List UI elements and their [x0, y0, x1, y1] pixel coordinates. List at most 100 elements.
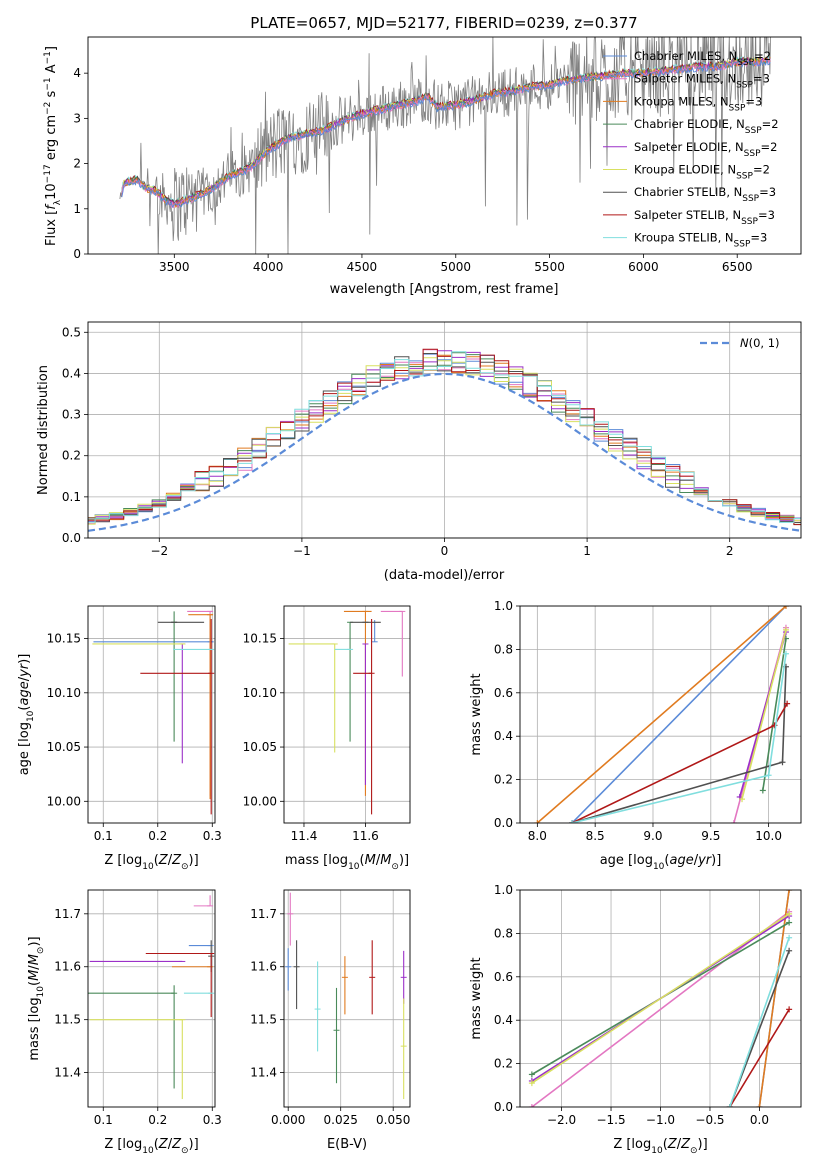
y-tick-label: 0.3: [62, 408, 81, 422]
x-tick-label: 0.000: [271, 1113, 305, 1127]
legend-entry: N(0, 1): [740, 336, 780, 350]
plot-area-spectrum: [119, 37, 771, 254]
y-tick-label: 1.0: [494, 883, 513, 897]
y-tick-label: 4: [73, 66, 81, 80]
plot-area-residuals: [88, 322, 801, 538]
x-tick-label: 5000: [440, 260, 471, 274]
normal-reference-curve: [88, 372, 801, 532]
errorbar-point: [285, 948, 292, 991]
residual-histogram-step: [88, 351, 801, 523]
errorbar-point: [362, 643, 369, 786]
x-tick-label: 6000: [628, 260, 659, 274]
y-tick-label: 10.15: [47, 632, 81, 646]
mass-weight-line: [571, 606, 787, 823]
spectrum-legend: Chabrier MILES, NSSP=2 Salpeter MILES, NS…: [603, 49, 779, 250]
axes-frame: [87, 889, 216, 1108]
errorbar-point: [369, 940, 376, 1015]
x-tick-label: −1: [293, 544, 311, 558]
mass-weight-line: [571, 653, 787, 823]
legend-entry: Salpeter MILES, NSSP=3: [634, 72, 770, 91]
figure-title: PLATE=0657, MJD=52177, FIBERID=0239, z=0…: [250, 14, 637, 32]
y-tick-label: 0.4: [494, 729, 513, 743]
observed-spectrum-line: [119, 37, 771, 254]
legend-entry: Salpeter STELIB, NSSP=3: [634, 208, 775, 227]
legend-entry: Kroupa STELIB, NSSP=3: [634, 231, 767, 250]
errorbar-point: [353, 619, 375, 815]
y-tick-label: 1.0: [494, 599, 513, 613]
x-tick-label: −1.5: [596, 1113, 625, 1127]
errorbar-point: [314, 961, 321, 1052]
axes-frame: [87, 321, 802, 539]
x-tick-label: 0.3: [203, 829, 222, 843]
y-axis-label: mass [log10(M/M⊙)]: [27, 936, 46, 1060]
x-tick-label: 4000: [253, 260, 284, 274]
y-tick-label: 10.00: [243, 794, 277, 808]
y-tick-label: 11.4: [54, 1066, 81, 1080]
x-tick-label: 0.1: [94, 829, 113, 843]
x-tick-label: 0.2: [148, 1113, 167, 1127]
mass-weight-line: [571, 703, 788, 823]
residual-histogram-step: [88, 357, 801, 525]
x-tick-label: −1.0: [646, 1113, 675, 1127]
axes-mass_vs_Z: 0.1 0.2 0.3 11.4 11.5 11.6 11.7 Z [log10(Z/Z⊙)]…: [27, 889, 222, 1156]
x-tick-label: 4500: [347, 260, 378, 274]
y-tick-label: 10.10: [47, 686, 81, 700]
x-tick-label: −0.5: [695, 1113, 724, 1127]
errorbar-point: [347, 621, 354, 742]
x-tick-label: 2: [726, 544, 734, 558]
errorbar-point: [188, 614, 214, 800]
plot-area-mass_vs_ebv: [284, 890, 410, 1107]
y-tick-label: 0.4: [494, 1013, 513, 1027]
x-tick-label: 0.1: [94, 1113, 113, 1127]
plot-area-massweight_vs_age: [520, 606, 801, 823]
mass-weight-line: [741, 629, 787, 800]
y-tick-label: 0.8: [494, 642, 513, 656]
x-tick-label: 0.0: [750, 1113, 769, 1127]
y-tick-label: 0.5: [62, 325, 81, 339]
y-tick-label: 0.6: [494, 686, 513, 700]
plot-area-age_vs_mass: [284, 606, 410, 823]
y-tick-label: 0.0: [494, 1100, 513, 1114]
plot-area-massweight_vs_Z: [520, 890, 801, 1107]
y-tick-label: 10.10: [243, 686, 277, 700]
axes-massweight_vs_age: 8.0 8.5 9.0 9.5 10.0 0.0 0.2 0.4 0.6 0.8 1.0 age [l…: [469, 599, 802, 872]
legend-entry: Kroupa MILES, NSSP=3: [634, 94, 762, 113]
y-axis-label: mass weight: [469, 957, 484, 1039]
y-tick-label: 10.05: [47, 740, 81, 754]
x-tick-label: 0.2: [148, 829, 167, 843]
x-tick-label: 1: [583, 544, 591, 558]
errorbar-point: [293, 940, 300, 1010]
errorbar-point: [179, 643, 186, 764]
y-tick-label: 10.00: [47, 794, 81, 808]
y-tick-label: 11.4: [250, 1066, 277, 1080]
legend-entry: Chabrier ELODIE, NSSP=2: [634, 117, 779, 136]
y-tick-label: 0.1: [62, 490, 81, 504]
errorbar-point: [288, 643, 338, 753]
y-axis-label: age [log10(age/yr)]: [17, 654, 36, 776]
y-tick-label: 0: [73, 247, 81, 261]
x-tick-label: 6500: [722, 260, 753, 274]
errorbar-point: [140, 619, 215, 815]
legend-entry: Salpeter ELODIE, NSSP=2: [634, 140, 777, 159]
y-tick-label: 0.0: [62, 531, 81, 545]
residual-histogram-step: [88, 350, 801, 523]
plot-area-mass_vs_Z: [88, 890, 215, 1107]
axes-age_vs_Z: 0.1 0.2 0.3 10.00 10.05 10.10 10.15 Z [log10(Z/…: [17, 605, 222, 872]
x-tick-label: 11.4: [291, 829, 318, 843]
axes-mass_vs_ebv: 0.000 0.025 0.050 11.4 11.5 11.6 11.7 E(B-V): [250, 889, 411, 1152]
x-axis-label: (data-model)/error: [384, 568, 505, 583]
x-tick-label: 5500: [534, 260, 565, 274]
axes-frame: [283, 889, 411, 1108]
y-tick-label: 2: [73, 157, 81, 171]
y-tick-label: 1: [73, 202, 81, 216]
errorbar-point: [400, 950, 407, 1004]
x-tick-label: 9.0: [643, 829, 662, 843]
plot-area-age_vs_Z: [88, 606, 215, 823]
axes-massweight_vs_Z: −2.0 −1.5 −1.0 −0.5 0.0 0.0 0.2 0.4 0.6 0.8 1.0 Z […: [469, 883, 802, 1156]
mass-weight-line: [531, 913, 790, 1084]
errorbar-point: [88, 985, 178, 1089]
x-axis-label: E(B-V): [327, 1137, 367, 1152]
y-tick-label: 0.0: [494, 816, 513, 830]
model-spectrum-line: [121, 58, 771, 209]
